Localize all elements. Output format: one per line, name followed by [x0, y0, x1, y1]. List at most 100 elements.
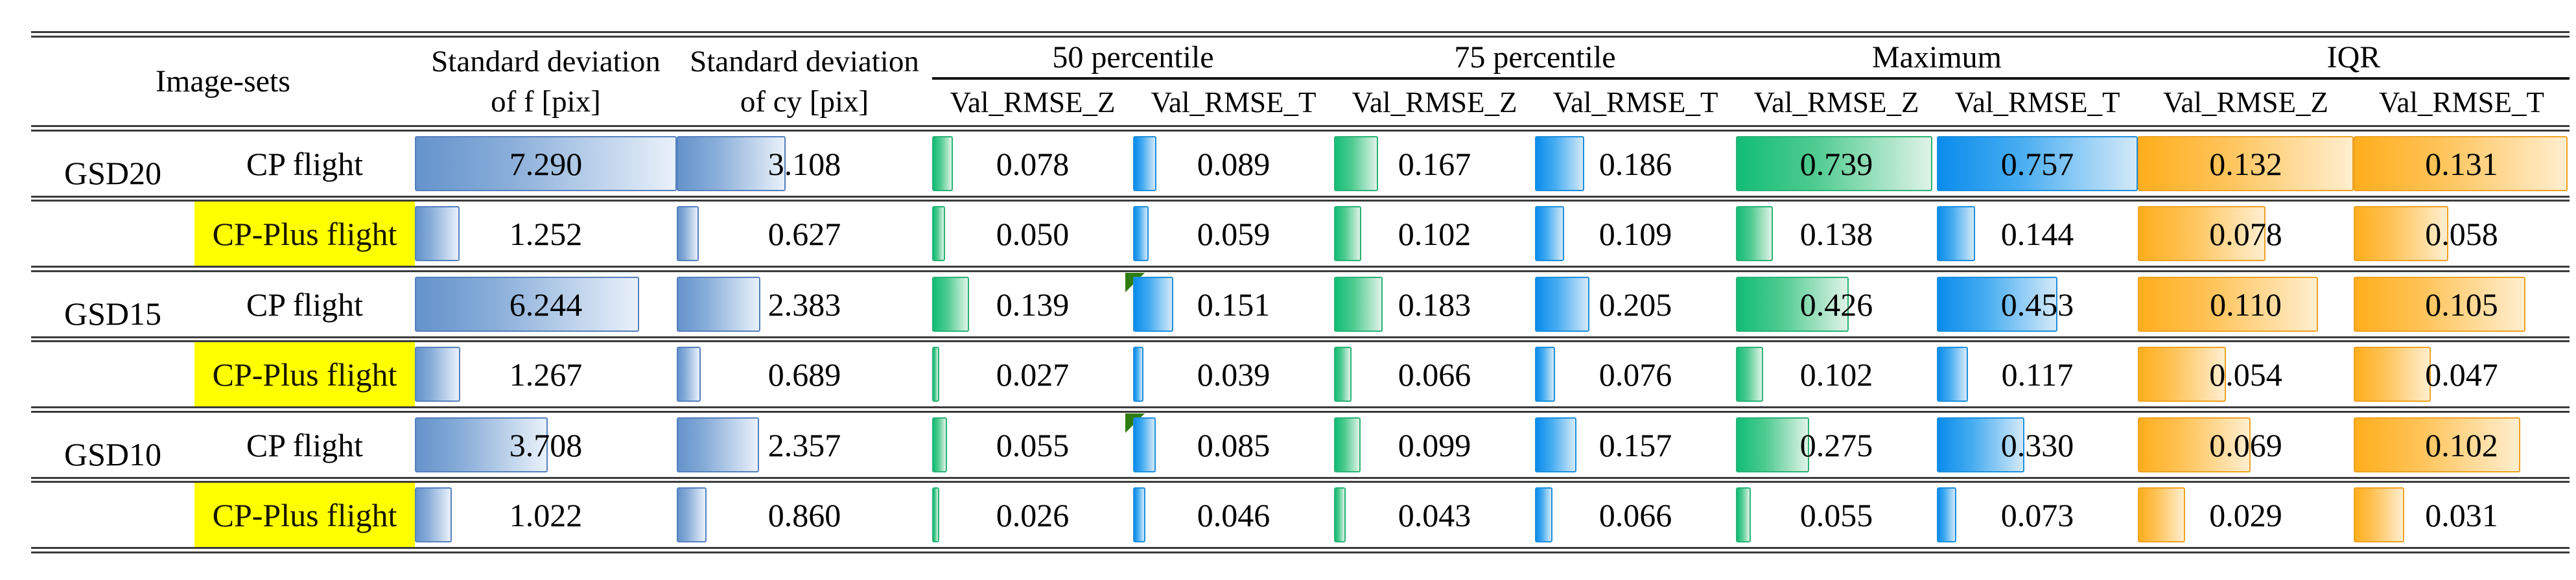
cell-value: 1.267 [509, 356, 583, 393]
data-bar [677, 206, 699, 261]
cell-std_cy: 0.689 [677, 342, 932, 406]
subheader-val_rmse_t: Val_RMSE_T [2378, 86, 2544, 119]
data-bar [1535, 206, 1564, 261]
cell-value: 1.252 [509, 215, 583, 252]
cell-value: 0.078 [996, 145, 1070, 182]
cell-value: 0.144 [2000, 215, 2074, 252]
cell-p75_val_rmse_t: 0.205 [1535, 272, 1736, 336]
cell-std_cy: 3.108 [677, 132, 932, 196]
data-bar [2138, 487, 2186, 542]
data-bar [415, 277, 640, 332]
cell-iqr_val_rmse_z: 0.069 [2138, 413, 2354, 477]
cell-value: 0.069 [2209, 426, 2282, 463]
data-bar [932, 487, 939, 542]
cell-value: 0.078 [2209, 215, 2282, 252]
data-bar [415, 487, 452, 542]
subheader-val_rmse_z: Val_RMSE_Z [950, 86, 1116, 119]
data-bar [1334, 487, 1346, 542]
cell-value: 0.066 [1398, 356, 1471, 393]
cell-std_f: 7.290 [415, 132, 677, 196]
cell-std_cy: 0.860 [677, 483, 932, 547]
cell-iqr_val_rmse_t: 0.058 [2354, 202, 2570, 266]
table-body: GSD20 CP flight 7.290 3.108 0.078 0.089 0.167 0… [31, 132, 2570, 553]
image-set-label [31, 483, 194, 547]
group-subheaders: Val_RMSE_Z Val_RMSE_T [2138, 80, 2570, 125]
cell-value: 0.058 [2425, 215, 2498, 252]
flight-label: CP flight [246, 286, 364, 323]
header-image-sets: Image-sets [156, 64, 290, 99]
cell-p50_val_rmse_z: 0.027 [932, 342, 1133, 406]
data-bar [2354, 417, 2521, 472]
data-bar-table: Image-sets Standard deviation of f [pix]… [31, 31, 2570, 553]
data-bar [2138, 206, 2266, 261]
cell-value: 0.739 [1799, 145, 1873, 182]
cell-value: 3.108 [767, 145, 841, 182]
cell-p50_val_rmse_t: 0.059 [1133, 202, 1334, 266]
subheader-val_rmse_t: Val_RMSE_T [1552, 86, 1718, 119]
cell-iqr_val_rmse_t: 0.047 [2354, 342, 2570, 406]
data-bar [932, 417, 947, 472]
cell-max_val_rmse_t: 0.453 [1937, 272, 2138, 336]
table-header: Image-sets Standard deviation of f [pix]… [31, 38, 2570, 132]
subheader-val_rmse_z: Val_RMSE_Z [1352, 86, 1517, 119]
cell-value: 0.205 [1598, 286, 1672, 323]
cell-p75_val_rmse_z: 0.167 [1334, 132, 1535, 196]
group-label: Maximum [1736, 38, 2138, 80]
data-bar [1535, 277, 1589, 332]
header-std-f-line1: Standard deviation [431, 44, 661, 78]
cell-value: 0.039 [1197, 356, 1270, 393]
cell-p75_val_rmse_z: 0.102 [1334, 202, 1535, 266]
image-set-label [31, 202, 194, 266]
image-set-label [31, 342, 194, 406]
group-subheaders: Val_RMSE_Z Val_RMSE_T [1334, 80, 1736, 125]
cell-p50_val_rmse_t: 0.039 [1133, 342, 1334, 406]
cell-iqr_val_rmse_z: 0.078 [2138, 202, 2354, 266]
data-bar [1937, 277, 2057, 332]
cell-value: 0.109 [1598, 215, 1672, 252]
cell-p50_val_rmse_t: 0.151 [1125, 272, 1334, 336]
cell-p50_val_rmse_z: 0.139 [932, 272, 1133, 336]
cell-value: 7.290 [509, 145, 583, 182]
cell-value: 0.050 [996, 215, 1070, 252]
header-std-f: Standard deviation of f [pix] [415, 38, 677, 125]
data-bar [415, 347, 461, 402]
data-bar [1133, 206, 1149, 261]
data-bar [2354, 206, 2449, 261]
data-bar [677, 277, 760, 332]
cell-std_cy: 2.357 [677, 413, 932, 477]
data-bar [2138, 136, 2354, 191]
group-subheaders: Val_RMSE_Z Val_RMSE_T [1736, 80, 2138, 125]
data-bar [415, 417, 548, 472]
data-bar [2138, 417, 2251, 472]
cell-p75_val_rmse_t: 0.157 [1535, 413, 1736, 477]
subheader-val_rmse_t: Val_RMSE_T [1954, 86, 2120, 119]
data-bar [1133, 136, 1157, 191]
cell-iqr_val_rmse_z: 0.110 [2138, 272, 2354, 336]
data-bar [415, 206, 460, 261]
cell-value: 2.357 [767, 426, 841, 463]
cell-max_val_rmse_t: 0.757 [1937, 132, 2138, 196]
header-group-50-percentile: 50 percentile Val_RMSE_Z Val_RMSE_T [932, 38, 1334, 125]
table-row: GSD15 CP flight 6.244 2.383 0.139 0.151 0.183 0… [31, 272, 2570, 336]
header-std-cy-line1: Standard deviation [690, 44, 919, 78]
cell-value: 0.085 [1197, 426, 1270, 463]
cell-value: 0.073 [2000, 496, 2074, 533]
group-label: 50 percentile [932, 38, 1334, 80]
flight-label: CP flight [246, 426, 364, 463]
header-std-f-line2: of f [pix] [491, 84, 601, 119]
table-row: GSD20 CP flight 7.290 3.108 0.078 0.089 0.167 0… [31, 132, 2570, 196]
cell-value: 0.167 [1398, 145, 1471, 182]
data-bar [1736, 347, 1763, 402]
cell-value: 0.105 [2425, 286, 2498, 323]
cell-value: 0.138 [1799, 215, 1873, 252]
cell-value: 0.047 [2425, 356, 2498, 393]
cell-value: 0.689 [767, 356, 841, 393]
cell-p50_val_rmse_z: 0.078 [932, 132, 1133, 196]
image-set-label: GSD10 [64, 436, 162, 472]
data-bar [1937, 136, 2138, 191]
cell-value: 0.099 [1398, 426, 1471, 463]
cell-max_val_rmse_t: 0.144 [1937, 202, 2138, 266]
cell-p75_val_rmse_z: 0.099 [1334, 413, 1535, 477]
data-bar [1334, 206, 1361, 261]
cell-p50_val_rmse_z: 0.050 [932, 202, 1133, 266]
